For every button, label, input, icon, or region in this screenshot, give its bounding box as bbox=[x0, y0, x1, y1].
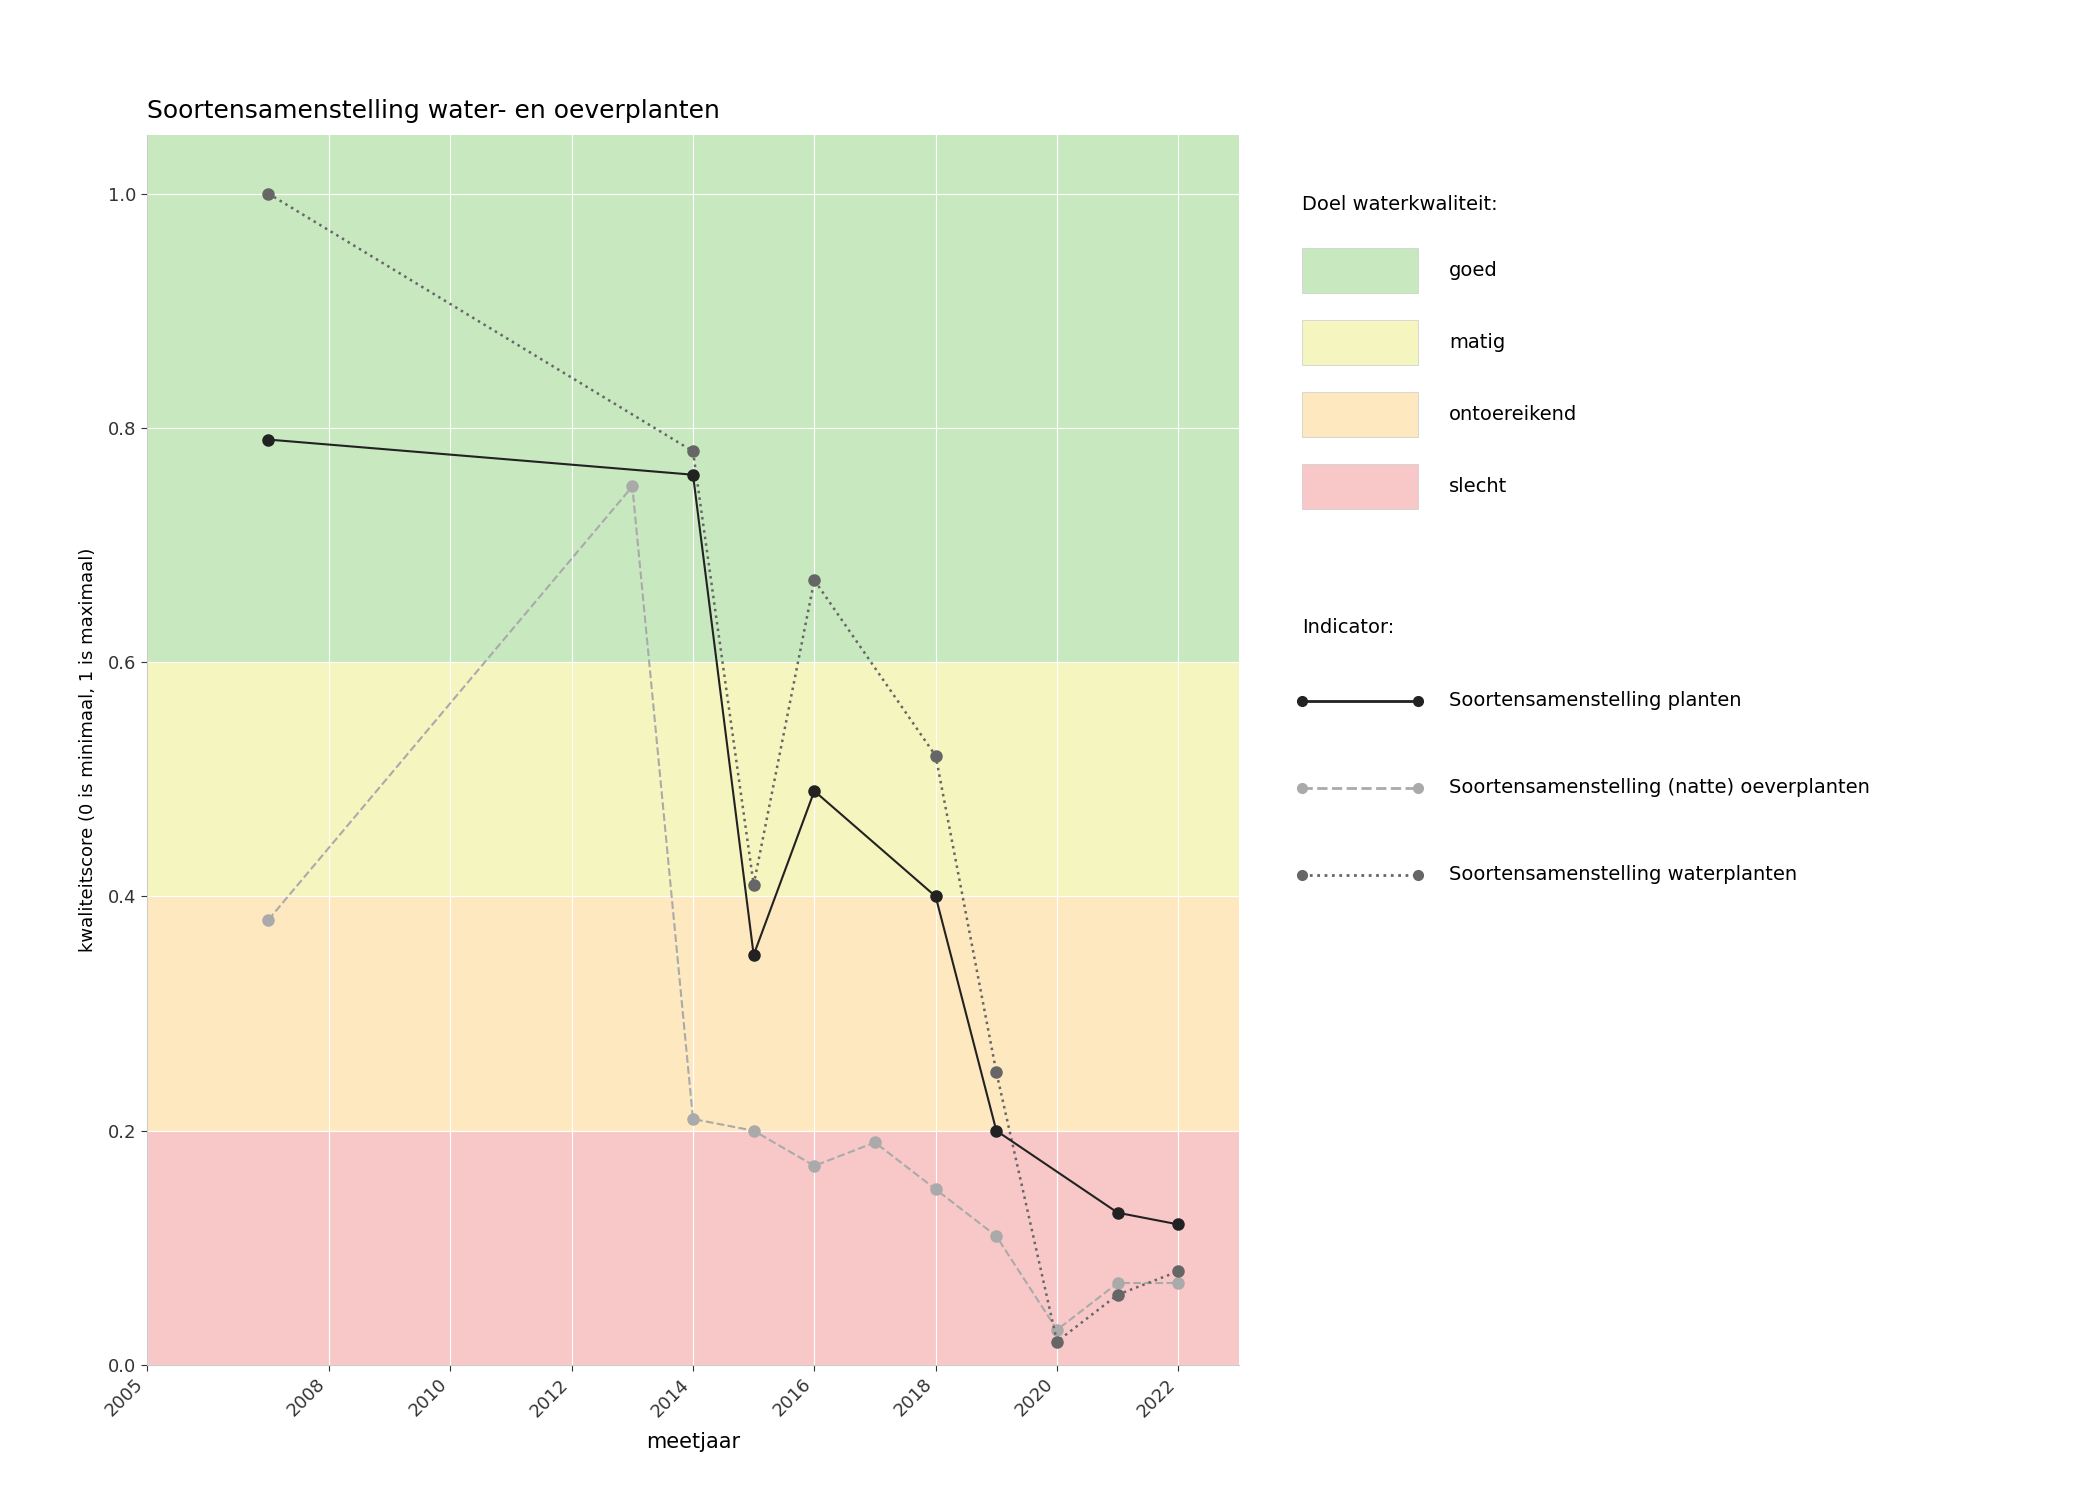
Soortensamenstelling planten bbox=[256, 430, 281, 448]
Soortensamenstelling planten bbox=[983, 1122, 1008, 1140]
Soortensamenstelling planten bbox=[1166, 1215, 1191, 1233]
Soortensamenstelling waterplanten bbox=[983, 1064, 1008, 1082]
Soortensamenstelling (natte) oeverplanten bbox=[1166, 1274, 1191, 1292]
Text: matig: matig bbox=[1449, 333, 1506, 351]
Bar bbox=[147, 662, 1239, 897]
Text: Soortensamenstelling waterplanten: Soortensamenstelling waterplanten bbox=[1449, 865, 1798, 883]
Text: Soortensamenstelling water- en oeverplanten: Soortensamenstelling water- en oeverplan… bbox=[147, 99, 720, 123]
Soortensamenstelling waterplanten bbox=[1044, 1332, 1069, 1350]
Soortensamenstelling (natte) oeverplanten bbox=[1044, 1322, 1069, 1340]
Line: Soortensamenstelling waterplanten: Soortensamenstelling waterplanten bbox=[262, 188, 1184, 1347]
Soortensamenstelling (natte) oeverplanten bbox=[620, 477, 645, 495]
Soortensamenstelling (natte) oeverplanten bbox=[802, 1156, 827, 1174]
Soortensamenstelling (natte) oeverplanten bbox=[256, 910, 281, 928]
Text: ontoereikend: ontoereikend bbox=[1449, 405, 1577, 423]
Y-axis label: kwaliteitscore (0 is minimaal, 1 is maximaal): kwaliteitscore (0 is minimaal, 1 is maxi… bbox=[80, 548, 97, 952]
Soortensamenstelling waterplanten bbox=[802, 572, 827, 590]
Text: Soortensamenstelling (natte) oeverplanten: Soortensamenstelling (natte) oeverplante… bbox=[1449, 778, 1869, 796]
Bar bbox=[147, 897, 1239, 1131]
Soortensamenstelling planten bbox=[802, 782, 827, 800]
Soortensamenstelling (natte) oeverplanten bbox=[924, 1180, 949, 1198]
Line: Soortensamenstelling planten: Soortensamenstelling planten bbox=[262, 433, 1184, 1230]
Text: Soortensamenstelling planten: Soortensamenstelling planten bbox=[1449, 692, 1741, 709]
Soortensamenstelling waterplanten bbox=[1166, 1263, 1191, 1281]
Soortensamenstelling (natte) oeverplanten bbox=[983, 1227, 1008, 1245]
Line: Soortensamenstelling (natte) oeverplanten: Soortensamenstelling (natte) oeverplante… bbox=[262, 482, 1184, 1335]
Soortensamenstelling waterplanten bbox=[741, 876, 766, 894]
Bar bbox=[147, 1131, 1239, 1365]
Soortensamenstelling planten bbox=[924, 888, 949, 906]
Soortensamenstelling waterplanten bbox=[924, 747, 949, 765]
Soortensamenstelling planten bbox=[680, 465, 706, 483]
Text: Doel waterkwaliteit:: Doel waterkwaliteit: bbox=[1302, 195, 1497, 214]
Soortensamenstelling waterplanten bbox=[1105, 1286, 1130, 1304]
Text: goed: goed bbox=[1449, 261, 1497, 279]
Text: slecht: slecht bbox=[1449, 477, 1508, 495]
Soortensamenstelling (natte) oeverplanten bbox=[680, 1110, 706, 1128]
Soortensamenstelling (natte) oeverplanten bbox=[863, 1134, 888, 1152]
Bar bbox=[147, 135, 1239, 662]
Soortensamenstelling waterplanten bbox=[680, 442, 706, 460]
Soortensamenstelling (natte) oeverplanten bbox=[1105, 1274, 1130, 1292]
Soortensamenstelling planten bbox=[741, 946, 766, 964]
X-axis label: meetjaar: meetjaar bbox=[647, 1431, 739, 1452]
Soortensamenstelling (natte) oeverplanten bbox=[741, 1122, 766, 1140]
Soortensamenstelling planten bbox=[1105, 1203, 1130, 1221]
Soortensamenstelling waterplanten bbox=[256, 184, 281, 202]
Text: Indicator:: Indicator: bbox=[1302, 618, 1394, 638]
